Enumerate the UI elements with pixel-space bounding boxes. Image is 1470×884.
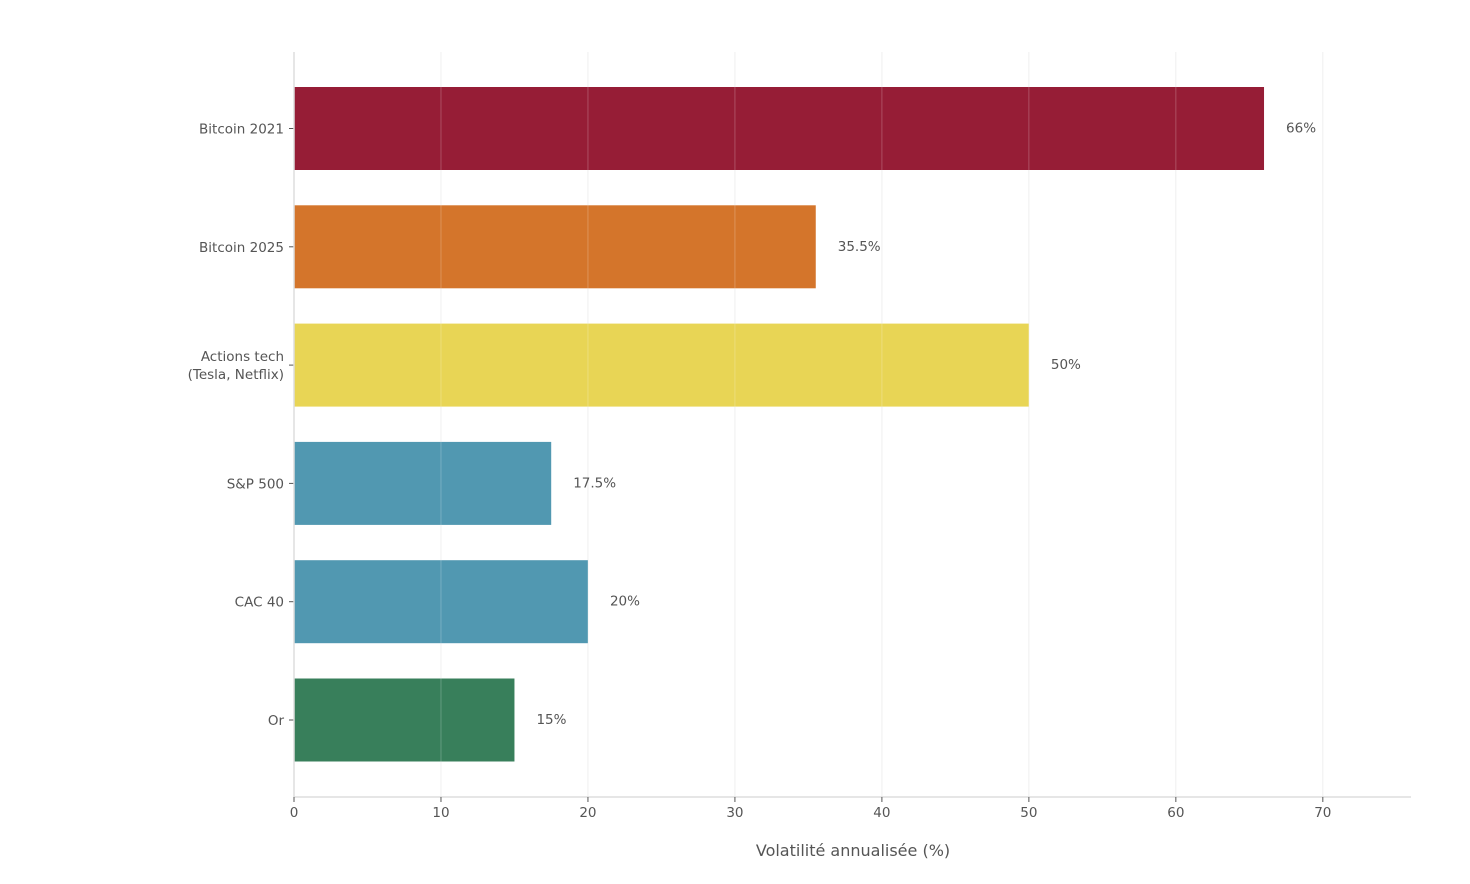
category-label-line: Actions tech — [201, 349, 284, 365]
x-tick-label-20: 20 — [579, 805, 596, 821]
value-label-3: 17.5% — [573, 475, 616, 491]
category-label-line: S&P 500 — [227, 476, 284, 492]
value-label-1: 35.5% — [838, 239, 881, 255]
category-label-3: S&P 500 — [227, 476, 284, 492]
bar-3 — [294, 441, 552, 525]
x-tick-label-70: 70 — [1314, 805, 1331, 821]
category-label-0: Bitcoin 2021 — [199, 122, 284, 138]
x-tick-label-60: 60 — [1167, 805, 1184, 821]
x-tick-label-40: 40 — [873, 805, 890, 821]
bar-1 — [294, 205, 816, 289]
bars — [294, 87, 1265, 762]
category-label-2: Actions tech (Tesla, Netflix) — [188, 349, 284, 383]
bar-4 — [294, 560, 588, 644]
x-tick-label-30: 30 — [726, 805, 743, 821]
x-axis-title: Volatilité annualisée (%) — [756, 841, 950, 860]
category-label-line: Bitcoin 2021 — [199, 122, 284, 138]
category-label-line: CAC 40 — [235, 595, 284, 611]
x-tick-label-10: 10 — [432, 805, 449, 821]
gridlines — [440, 52, 1324, 797]
labels: 66% Bitcoin 2021 35.5% Bitcoin 2025 50% Actio… — [188, 121, 1332, 822]
bar-0 — [294, 87, 1265, 170]
value-label-2: 50% — [1051, 357, 1081, 373]
category-label-4: CAC 40 — [235, 595, 284, 611]
category-label-line: Bitcoin 2025 — [199, 240, 284, 256]
x-tick-label-0: 0 — [290, 805, 299, 821]
bar-2 — [294, 323, 1029, 407]
bar-5 — [294, 678, 515, 762]
value-label-4: 20% — [610, 594, 640, 610]
value-label-0: 66% — [1286, 121, 1316, 137]
category-label-1: Bitcoin 2025 — [199, 240, 284, 256]
category-label-line: Or — [268, 713, 285, 729]
axes — [289, 52, 1411, 802]
x-tick-label-50: 50 — [1020, 805, 1037, 821]
category-label-5: Or — [268, 713, 285, 729]
gridlines-overlay — [440, 52, 1324, 797]
value-label-5: 15% — [536, 712, 566, 728]
category-label-line: (Tesla, Netflix) — [188, 367, 284, 383]
